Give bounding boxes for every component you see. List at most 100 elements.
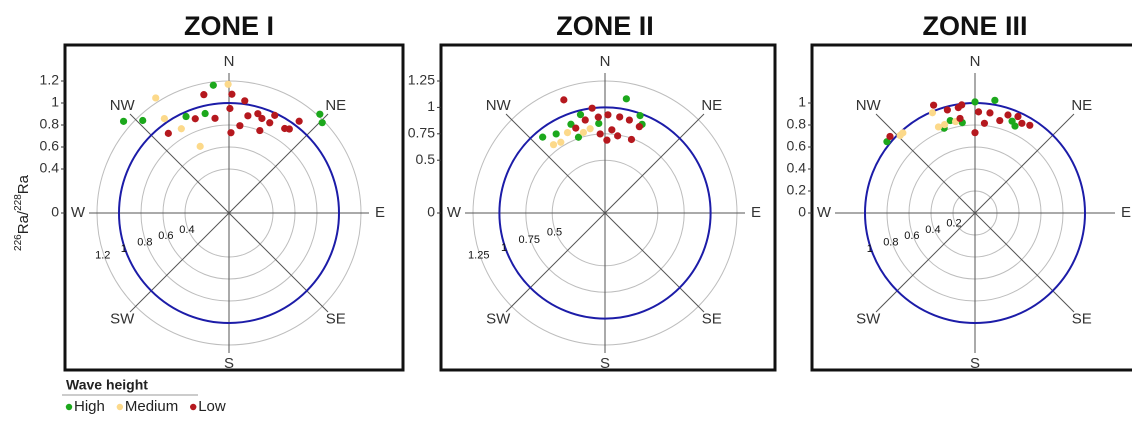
spoke	[228, 113, 329, 214]
data-point	[883, 138, 891, 146]
data-point	[971, 129, 979, 137]
data-point	[228, 90, 236, 98]
spoke	[875, 212, 976, 313]
radial-tick-label: 1	[121, 243, 127, 255]
legend-swatch	[190, 403, 197, 411]
direction-label: NW	[486, 97, 512, 114]
data-point	[549, 141, 558, 149]
y-tick-label: 0	[798, 204, 806, 220]
data-point	[596, 130, 604, 138]
label-part: Ra	[15, 174, 32, 194]
data-point	[616, 113, 624, 121]
data-point	[608, 126, 616, 134]
data-point	[119, 117, 128, 125]
data-point	[191, 115, 199, 123]
data-point	[1014, 112, 1022, 121]
y-tick-label: 0.5	[416, 151, 436, 167]
data-point	[563, 129, 572, 137]
direction-label: W	[817, 204, 832, 221]
direction-label: SE	[326, 311, 346, 328]
reference-ring	[498, 106, 712, 320]
data-point	[603, 136, 611, 144]
data-point	[539, 133, 547, 141]
panel-frame	[810, 43, 1132, 372]
data-point	[572, 124, 580, 132]
direction-label: S	[970, 355, 980, 372]
data-point	[552, 130, 560, 138]
data-point	[576, 111, 585, 119]
data-point	[1011, 122, 1019, 130]
label-superscript: 228	[13, 194, 24, 211]
direction-label: SW	[486, 311, 511, 328]
data-point	[622, 95, 630, 103]
data-point	[974, 108, 983, 116]
radial-tick-label: 0.6	[904, 230, 919, 242]
spoke	[129, 212, 230, 313]
data-point	[271, 111, 279, 119]
legend-swatch	[65, 403, 73, 411]
y-tick-label: 1.25	[408, 72, 435, 88]
panel-title: ZONE III	[922, 11, 1027, 41]
direction-label: E	[375, 204, 385, 221]
radial-tick-label: 0.8	[883, 237, 898, 249]
legend-swatch	[116, 403, 124, 411]
radial-tick-label: 0.6	[158, 230, 173, 242]
spoke	[875, 113, 976, 214]
data-point	[971, 98, 979, 106]
data-point	[958, 101, 966, 109]
data-point	[946, 116, 954, 125]
data-point	[595, 119, 603, 128]
data-point	[586, 125, 594, 133]
data-point	[579, 128, 588, 137]
data-point	[560, 96, 568, 104]
data-point	[152, 94, 160, 102]
data-point	[160, 115, 168, 123]
radial-tick-label: 1	[501, 242, 507, 254]
data-point	[636, 112, 644, 120]
spoke	[974, 113, 1075, 214]
direction-label: E	[751, 204, 761, 221]
y-tick-label: 0	[51, 204, 59, 220]
data-point	[266, 119, 274, 127]
data-point	[254, 110, 262, 118]
data-point	[943, 106, 951, 114]
spoke	[505, 113, 606, 214]
data-point	[164, 129, 172, 137]
data-point	[281, 124, 289, 133]
radial-tick-label: 0.75	[519, 234, 540, 246]
panel-frame	[63, 43, 405, 372]
data-point	[635, 123, 643, 131]
radial-tick-label: 0.4	[925, 224, 940, 236]
data-point	[940, 120, 949, 129]
legend-label: Medium	[125, 398, 178, 415]
data-point	[201, 109, 209, 118]
radial-tick-label: 0.5	[547, 226, 562, 238]
direction-label: NW	[856, 97, 882, 114]
data-point	[256, 126, 264, 135]
direction-label: W	[71, 204, 86, 221]
data-point	[1026, 121, 1034, 129]
radial-tick-label: 0.4	[179, 224, 194, 236]
direction-label: NE	[701, 97, 722, 114]
legend-label: High	[74, 398, 105, 415]
y-tick-label: 0.2	[787, 182, 807, 198]
data-point	[258, 114, 266, 123]
data-point	[295, 117, 303, 125]
data-point	[224, 80, 232, 88]
direction-label: NW	[110, 97, 136, 114]
direction-label: SE	[702, 311, 722, 328]
direction-label: SW	[110, 311, 135, 328]
y-tick-label: 1	[427, 98, 435, 114]
panel-frame	[439, 43, 777, 372]
data-point	[588, 104, 596, 112]
data-point	[627, 135, 636, 144]
y-tick-label: 0.8	[40, 116, 60, 132]
data-point	[209, 81, 217, 89]
data-point	[928, 109, 937, 117]
data-point	[567, 120, 575, 128]
y-tick-label: 1.2	[40, 72, 60, 88]
direction-label: N	[600, 53, 611, 70]
spoke	[228, 212, 329, 313]
radial-tick-label: 1.25	[468, 249, 489, 261]
legend-title: Wave height	[66, 377, 148, 393]
